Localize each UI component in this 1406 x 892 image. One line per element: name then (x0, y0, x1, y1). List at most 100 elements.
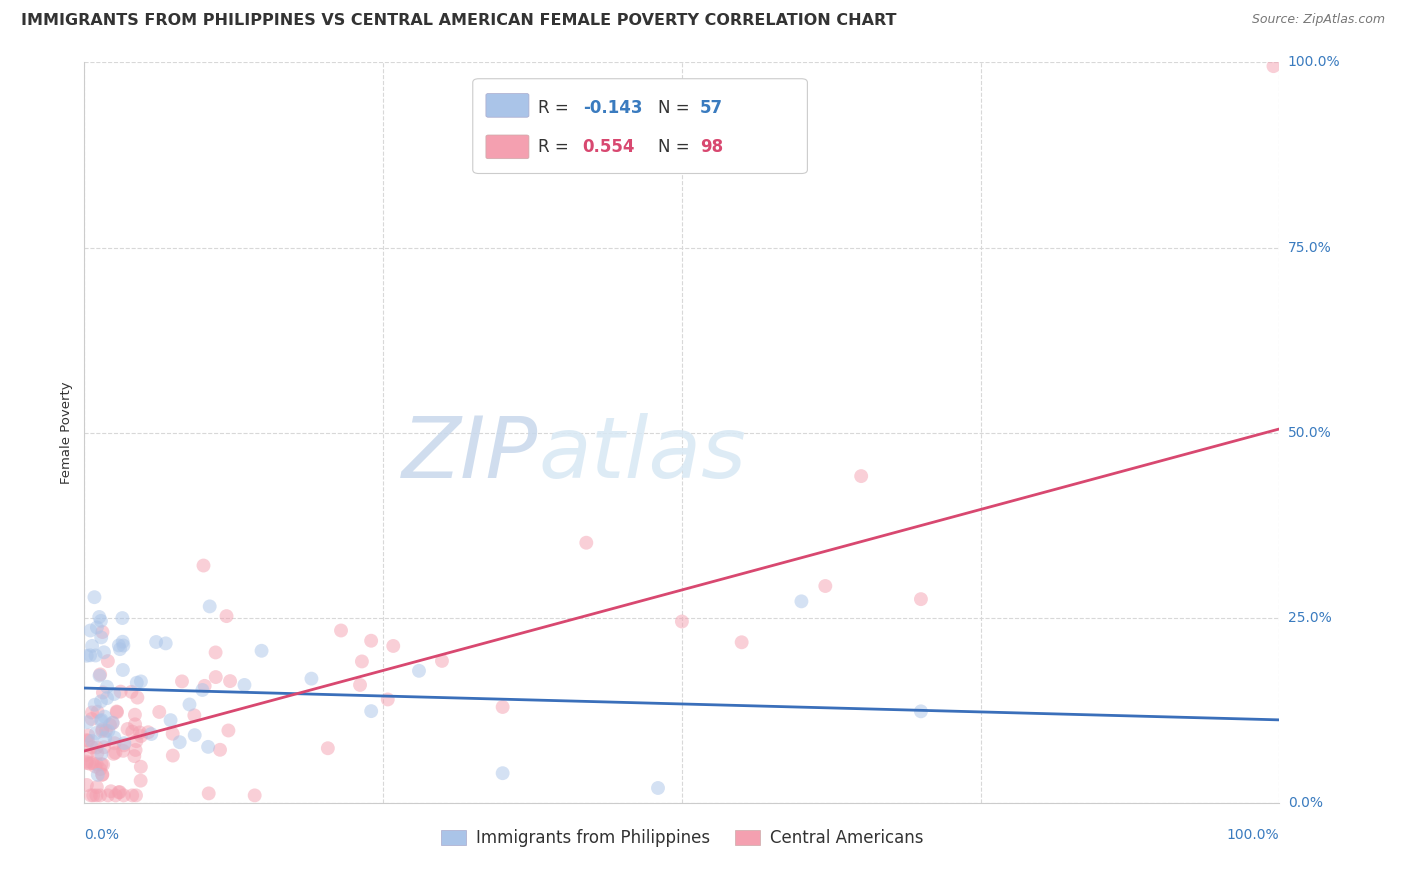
Point (90, 631, 112, 645)
Point (103, 736, 125, 750)
Point (112, 736, 135, 750)
Point (217, 723, 239, 738)
Point (215, 609, 238, 624)
Point (194, 679, 217, 693)
Text: 0.554: 0.554 (582, 138, 636, 156)
Point (112, 639, 135, 653)
Text: 75.0%: 75.0% (1288, 241, 1331, 254)
Text: IMMIGRANTS FROM PHILIPPINES VS CENTRAL AMERICAN FEMALE POVERTY CORRELATION CHART: IMMIGRANTS FROM PHILIPPINES VS CENTRAL A… (21, 13, 897, 29)
Point (93, 709, 115, 723)
Point (191, 683, 214, 698)
Point (162, 727, 184, 741)
Point (80, 706, 103, 720)
Point (350, 655, 373, 669)
Point (124, 707, 146, 722)
Point (94, 731, 117, 745)
Text: 0.0%: 0.0% (84, 828, 120, 842)
Point (198, 599, 221, 614)
Point (77, 729, 100, 743)
Point (103, 687, 125, 701)
Point (148, 705, 170, 719)
Point (124, 749, 146, 764)
Point (91, 768, 114, 782)
Point (101, 715, 124, 730)
Point (90, 614, 112, 628)
Point (492, 700, 515, 714)
Point (155, 636, 177, 650)
Point (86, 746, 108, 760)
Point (121, 724, 143, 739)
Point (169, 735, 191, 749)
Point (430, 654, 453, 668)
Legend: Immigrants from Philippines, Central Americans: Immigrants from Philippines, Central Ame… (434, 822, 929, 854)
Point (101, 716, 124, 731)
Point (108, 639, 131, 653)
Point (851, 469, 873, 483)
Text: 57: 57 (700, 99, 723, 118)
Point (108, 785, 131, 799)
Point (129, 760, 152, 774)
Point (90, 713, 112, 727)
Point (91, 767, 114, 781)
Point (111, 663, 134, 677)
Point (80, 740, 103, 755)
Point (97, 723, 120, 738)
Point (91, 625, 114, 640)
Point (124, 717, 146, 731)
Text: 98: 98 (700, 138, 723, 156)
Point (83, 590, 105, 604)
Point (790, 594, 813, 608)
Point (814, 579, 837, 593)
Point (110, 684, 132, 698)
Text: 25.0%: 25.0% (1288, 611, 1331, 624)
Point (90, 747, 112, 761)
Point (86, 740, 108, 755)
Text: 0.0%: 0.0% (1288, 796, 1323, 810)
Point (93, 645, 115, 659)
Point (1263, 59, 1285, 73)
Point (90, 757, 112, 772)
Point (86, 789, 108, 803)
Point (316, 741, 339, 756)
Point (97, 654, 120, 668)
Point (204, 670, 226, 684)
Point (170, 674, 193, 689)
Point (111, 611, 134, 625)
Point (575, 535, 598, 549)
Point (93, 740, 115, 755)
Point (136, 725, 159, 739)
Point (80, 712, 103, 726)
Point (76, 747, 98, 762)
Point (179, 698, 201, 712)
Point (128, 725, 150, 739)
Point (89, 789, 111, 803)
Text: ZIP: ZIP (402, 413, 538, 496)
Point (145, 635, 167, 649)
Point (86, 780, 108, 794)
Point (382, 639, 405, 653)
Point (86, 620, 108, 634)
Point (360, 633, 382, 648)
Point (197, 739, 219, 754)
Point (89, 762, 111, 776)
Point (492, 766, 515, 780)
Point (233, 678, 256, 692)
Point (301, 672, 323, 686)
Point (671, 615, 693, 629)
Point (89, 667, 111, 681)
Text: 50.0%: 50.0% (1288, 425, 1331, 440)
Point (129, 773, 152, 788)
Point (360, 704, 382, 718)
Point (112, 789, 135, 803)
Point (91, 685, 114, 699)
Point (76, 756, 98, 770)
Point (76, 715, 98, 730)
Point (208, 743, 231, 757)
Point (377, 692, 399, 706)
Point (104, 746, 127, 760)
Point (94, 723, 117, 738)
Point (103, 747, 125, 761)
Point (103, 731, 125, 745)
Point (90, 714, 112, 728)
Point (117, 722, 139, 736)
